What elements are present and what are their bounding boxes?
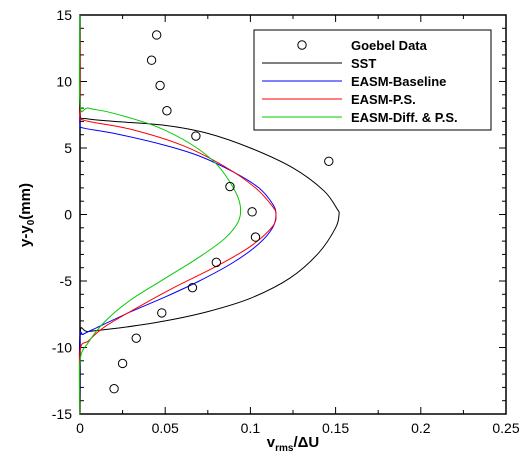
data-point <box>162 106 172 116</box>
y-tick-label: 10 <box>56 74 72 90</box>
series-line-easm-p-s <box>78 14 277 415</box>
series-line-easm-diff-p-s <box>78 14 242 415</box>
axis-ticks: 0 0.05 0.1 0.15 0.2 0.25 -15 -10 -5 0 5 10 15 <box>52 7 520 436</box>
data-point <box>225 181 235 192</box>
data-point <box>155 80 165 91</box>
legend: Goebel Data SST EASM-Baseline EASM-P.S. EASM… <box>253 29 492 131</box>
data-point <box>247 207 257 217</box>
goebel-data-points <box>109 30 334 394</box>
data-point <box>191 131 201 141</box>
y-tick-label: -15 <box>52 406 72 422</box>
x-tick-label: 0.05 <box>152 420 179 436</box>
series-line-easm-baseline <box>79 14 277 415</box>
data-point <box>146 55 157 65</box>
x-axis-label: vrms/ΔU <box>267 434 319 454</box>
legend-label-easm-p-s: EASM-P.S. <box>351 92 416 107</box>
data-point <box>211 257 222 268</box>
y-axis-label: y-y0(mm) <box>17 183 37 247</box>
series-line-sst <box>78 14 340 415</box>
legend-marker-goebel-data <box>297 40 307 50</box>
data-point <box>187 282 198 293</box>
x-tick-label: 0 <box>76 420 84 436</box>
data-point <box>109 384 119 394</box>
data-point <box>117 358 128 369</box>
data-point <box>157 308 167 318</box>
legend-label-easm-baseline: EASM-Baseline <box>351 74 446 89</box>
series-lines <box>78 14 340 415</box>
y-tick-label: 0 <box>64 207 72 223</box>
x-tick-label: 0.25 <box>492 420 519 436</box>
y-axis-label-sub: 0 <box>26 219 37 225</box>
y-axis-label-rest: (mm) <box>17 183 34 220</box>
y-axis-label-main: y-y <box>17 225 34 247</box>
y-tick-label: 5 <box>64 140 72 156</box>
data-point <box>131 333 141 343</box>
x-axis-label-main: v <box>267 434 276 451</box>
x-tick-label: 0.1 <box>241 420 261 436</box>
legend-label-easm-diff-p-s: EASM-Diff. & P.S. <box>351 110 458 125</box>
x-tick-label: 0.2 <box>411 420 431 436</box>
data-point <box>151 30 162 40</box>
data-point <box>324 156 334 167</box>
x-axis-label-sub: rms <box>275 443 294 454</box>
x-tick-label: 0.15 <box>322 420 349 436</box>
x-axis-label-rest: /ΔU <box>293 434 319 451</box>
data-point <box>250 232 261 242</box>
legend-label-goebel-data: Goebel Data <box>351 38 428 53</box>
y-tick-label: -5 <box>60 273 73 289</box>
legend-box <box>253 29 492 131</box>
y-tick-label: 15 <box>56 7 72 23</box>
legend-label-sst: SST <box>351 56 376 71</box>
y-tick-label: -10 <box>52 340 72 356</box>
